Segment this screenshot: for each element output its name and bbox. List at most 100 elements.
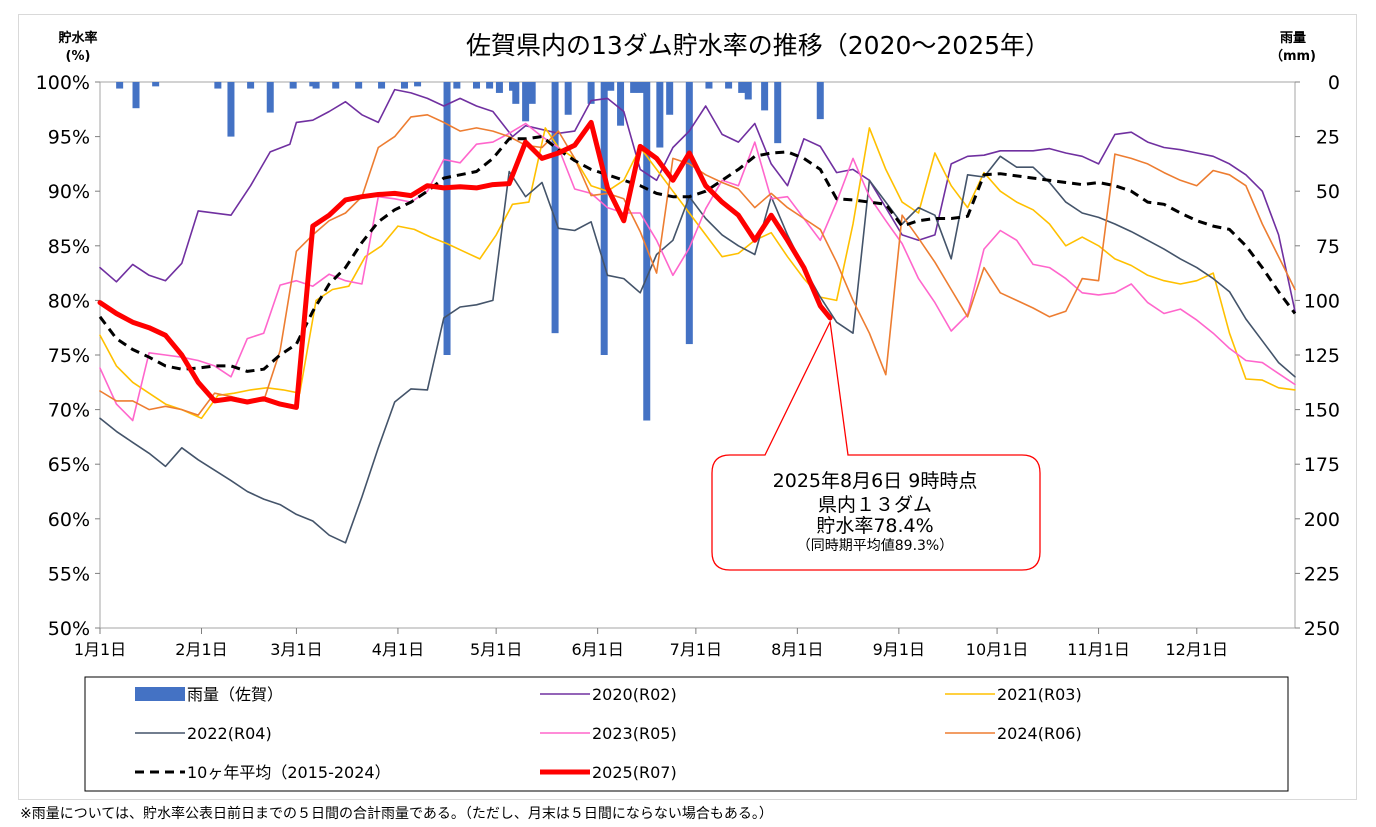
- legend-label: 10ヶ年平均（2015-2024）: [187, 763, 391, 782]
- right-tick-label: 175: [1304, 454, 1340, 476]
- rain-bar: [643, 82, 651, 421]
- rain-bar: [266, 82, 274, 113]
- right-tick-label: 125: [1304, 345, 1340, 367]
- callout-line-1: 2025年8月6日 9時時点: [773, 470, 978, 492]
- x-tick-label: 12月1日: [1166, 640, 1229, 659]
- rain-bar: [443, 82, 451, 355]
- legend-label: 2022(R04): [187, 724, 272, 743]
- x-tick-label: 9月1日: [873, 640, 925, 659]
- rain-bar: [816, 82, 824, 120]
- series-line: [99, 127, 1296, 420]
- legend: 雨量（佐賀） 2020(R02) 2021(R03) 2022(R04) 2023(R0…: [135, 685, 1082, 782]
- rain-bar: [495, 82, 503, 93]
- x-tick-label: 5月1日: [470, 640, 522, 659]
- rain-bar: [528, 82, 536, 104]
- left-tick-label: 100%: [36, 72, 90, 94]
- left-axis-label: 貯水率: [58, 30, 97, 46]
- legend-label: 2020(R02): [592, 685, 677, 704]
- left-tick-label: 80%: [48, 290, 90, 312]
- left-tick-label: 55%: [48, 563, 90, 585]
- right-tick-label: 250: [1304, 618, 1340, 640]
- rain-bar: [744, 82, 752, 100]
- rain-bar: [774, 82, 782, 144]
- left-tick-label: 65%: [48, 454, 90, 476]
- x-axis-ticks: 1月1日 2月1日 3月1日 4月1日 5月1日 6月1日 7月1日 8月1日 9月1日 10月1…: [74, 628, 1228, 659]
- left-tick-label: 85%: [48, 236, 90, 258]
- rain-bar: [400, 82, 408, 89]
- right-axis-label: 雨量: [1280, 31, 1306, 46]
- rain-bar: [486, 82, 494, 89]
- rain-bar: [564, 82, 572, 115]
- legend-box: [84, 676, 1289, 792]
- left-axis-ticks: 100% 95% 90% 85% 80% 75% 70% 65% 60% 55% 50%: [36, 72, 100, 640]
- rain-bar: [705, 82, 713, 89]
- legend-swatch-rain: [135, 687, 185, 701]
- chart-frame: [18, 14, 1357, 800]
- right-tick-label: 200: [1304, 509, 1340, 531]
- rain-bar: [725, 82, 733, 89]
- series-line: [99, 114, 1296, 416]
- x-tick-label: 11月1日: [1067, 640, 1130, 659]
- callout-line-4: （同時期平均値89.3%）: [797, 538, 953, 554]
- right-tick-label: 0: [1328, 72, 1340, 94]
- right-axis-unit: （mm): [1270, 48, 1316, 64]
- rain-bar: [512, 82, 520, 104]
- rain-bar: [332, 82, 340, 89]
- right-tick-label: 50: [1316, 181, 1340, 203]
- x-tick-label: 4月1日: [372, 640, 424, 659]
- rain-bar: [630, 82, 638, 93]
- series-lines: [97, 88, 1297, 544]
- legend-label: 2025(R07): [592, 763, 677, 782]
- rain-bar: [473, 82, 481, 89]
- right-tick-label: 25: [1316, 127, 1340, 149]
- right-axis-ticks: 0 25 50 75 100 125 150 175 200 225 250: [1295, 72, 1340, 640]
- rain-bar: [636, 82, 644, 93]
- rain-bar: [214, 82, 222, 89]
- x-tick-label: 7月1日: [670, 640, 722, 659]
- rain-bar: [453, 82, 461, 89]
- series-line: [97, 119, 833, 410]
- left-tick-label: 60%: [48, 509, 90, 531]
- rain-bar: [355, 82, 363, 89]
- legend-label: 2023(R05): [592, 724, 677, 743]
- rain-bar: [656, 82, 664, 148]
- x-tick-label: 6月1日: [571, 640, 623, 659]
- left-tick-label: 95%: [48, 127, 90, 149]
- left-tick-label: 70%: [48, 400, 90, 422]
- rain-bar: [600, 82, 608, 355]
- legend-label: 雨量（佐賀）: [187, 685, 283, 704]
- callout-line-2: 県内１３ダム: [818, 494, 932, 516]
- rain-bar: [551, 82, 559, 334]
- rain-bar: [378, 82, 386, 89]
- legend-label: 2021(R03): [997, 685, 1082, 704]
- series-line: [99, 155, 1296, 544]
- rain-bar: [761, 82, 769, 111]
- left-tick-label: 75%: [48, 345, 90, 367]
- rain-bar: [116, 82, 124, 89]
- series-line: [99, 88, 1296, 313]
- x-tick-label: 2月1日: [175, 640, 227, 659]
- chart-title: 佐賀県内の13ダム貯水率の推移（2020～2025年）: [466, 31, 1050, 60]
- rain-bar: [617, 82, 625, 126]
- rain-bar: [312, 82, 320, 89]
- x-tick-label: 10月1日: [966, 640, 1029, 659]
- x-tick-label: 1月1日: [74, 640, 126, 659]
- rain-bar: [132, 82, 140, 109]
- rain-bar: [607, 82, 615, 91]
- rain-bar: [414, 82, 422, 87]
- rain-bar: [587, 82, 595, 104]
- right-tick-label: 100: [1304, 290, 1340, 312]
- rain-bar: [738, 82, 746, 93]
- rain-bar: [666, 82, 674, 115]
- right-tick-label: 225: [1304, 563, 1340, 585]
- rain-bar: [152, 82, 160, 87]
- left-axis-unit: (%): [66, 49, 91, 64]
- legend-label: 2024(R06): [997, 724, 1082, 743]
- left-tick-label: 50%: [48, 618, 90, 640]
- x-tick-label: 8月1日: [771, 640, 823, 659]
- rain-bar: [247, 82, 255, 89]
- callout: 2025年8月6日 9時時点 県内１３ダム 貯水率78.4% （同時期平均値89…: [711, 319, 1041, 571]
- series-line: [99, 122, 1296, 422]
- rain-bar: [227, 82, 235, 137]
- series-line: [98, 135, 1297, 373]
